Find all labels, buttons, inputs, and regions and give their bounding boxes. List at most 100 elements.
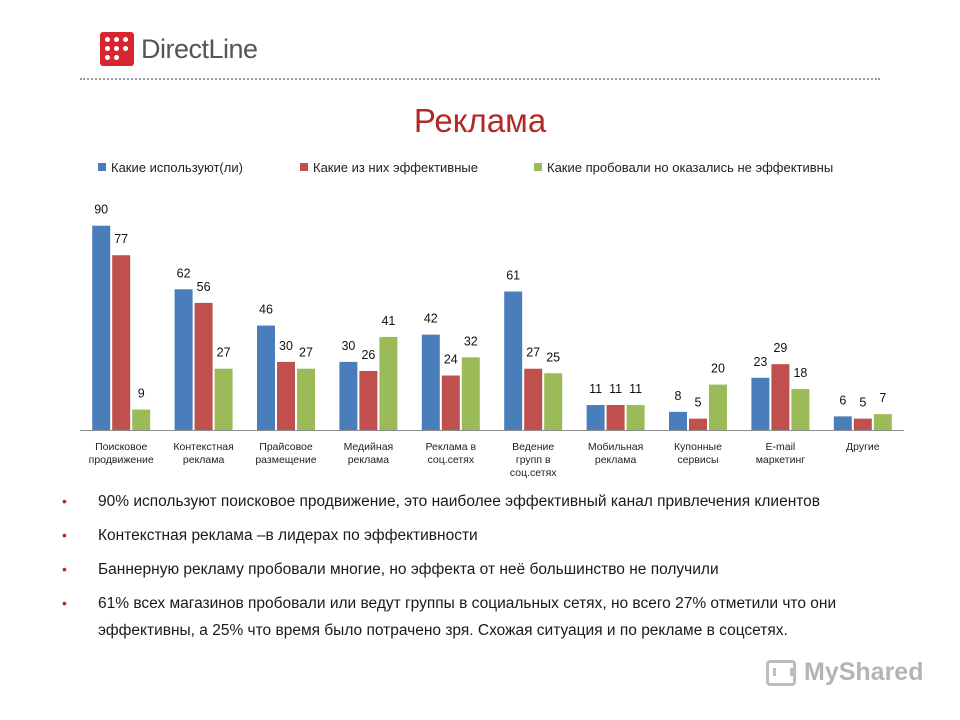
bar-2-series-2 [194, 302, 213, 430]
bar-6-series-3 [544, 373, 563, 430]
category-label-9: E-mail [766, 441, 796, 453]
bullet-item: • 90% используют поисковое продвижение, э… [62, 488, 922, 515]
bar-8-series-3 [709, 384, 727, 430]
bar-2-series-3 [214, 368, 233, 430]
value-label-3-series-2: 30 [279, 339, 293, 353]
value-label-9-series-1: 23 [753, 355, 767, 369]
value-label-8-series-2: 5 [695, 396, 702, 410]
category-label-9: маркетинг [756, 454, 806, 466]
value-label-5-series-3: 32 [464, 334, 478, 348]
bar-3-series-2 [277, 361, 295, 430]
value-label-10-series-2: 5 [859, 396, 866, 410]
category-label-4: реклама [348, 454, 390, 466]
category-label-6: Ведение [512, 441, 554, 453]
bar-7-series-1 [586, 405, 605, 430]
value-label-10-series-1: 6 [839, 393, 846, 407]
category-label-1: продвижение [89, 454, 154, 466]
category-label-8: Купонные [674, 441, 722, 453]
bar-7-series-3 [626, 405, 645, 430]
value-label-4-series-2: 26 [361, 348, 375, 362]
category-label-3: размещение [255, 454, 316, 466]
category-label-4: Медийная [344, 441, 394, 453]
bullet-dot-icon: • [62, 561, 67, 577]
bar-4-series-3 [379, 336, 398, 430]
bar-9-series-3 [791, 389, 810, 430]
bar-1-series-1 [92, 225, 111, 430]
bar-9-series-1 [751, 377, 770, 430]
bar-4-series-2 [359, 370, 378, 430]
bar-10-series-3 [873, 414, 892, 430]
logo-mark-icon [100, 32, 134, 66]
bar-3-series-3 [297, 368, 315, 430]
bar-1-series-3 [132, 409, 151, 430]
bullet-dot-icon: • [62, 493, 67, 509]
category-label-5: Реклама в [425, 441, 476, 453]
value-label-6-series-3: 25 [546, 350, 560, 364]
category-label-10: Другие [846, 441, 880, 453]
bar-5-series-1 [421, 334, 440, 430]
slide-title: Реклама [413, 102, 547, 139]
value-label-4-series-3: 41 [381, 314, 395, 328]
value-label-2-series-3: 27 [217, 346, 231, 360]
bar-8-series-1 [669, 411, 687, 430]
directline-logo: DirectLine [100, 32, 258, 66]
bullet-item: • Баннерную рекламу пробовали многие, но … [62, 556, 922, 583]
category-label-7: реклама [595, 454, 637, 466]
value-label-8-series-1: 8 [675, 389, 682, 403]
category-label-6: соц.сетях [510, 467, 557, 479]
bullet-text: 61% всех магазинов пробовали или ведут г… [98, 595, 837, 639]
header-divider [80, 78, 880, 80]
category-label-2: реклама [183, 454, 225, 466]
bar-1-series-2 [112, 255, 131, 430]
bar-4-series-1 [339, 361, 358, 430]
bullet-item: • 61% всех магазинов пробовали или ведут … [62, 590, 922, 644]
legend-label-3: Какие пробовали но оказались не эффектив… [547, 160, 833, 175]
bar-10-series-2 [853, 418, 872, 430]
value-label-9-series-3: 18 [793, 366, 807, 380]
bullet-text: Баннерную рекламу пробовали многие, но э… [98, 561, 719, 578]
value-label-8-series-3: 20 [711, 362, 725, 376]
bar-chart: Какие используют(ли) Какие из них эффекти… [80, 160, 904, 479]
bullet-text: 90% используют поисковое продвижение, эт… [98, 493, 821, 510]
bullet-list: • 90% используют поисковое продвижение, э… [62, 488, 922, 651]
legend-label-1: Какие используют(ли) [111, 160, 243, 175]
bar-8-series-2 [689, 418, 707, 430]
value-label-1-series-3: 9 [138, 387, 145, 401]
bar-2-series-1 [174, 289, 193, 430]
myshared-icon [766, 659, 796, 686]
category-label-6: групп в [516, 454, 551, 466]
value-label-6-series-1: 61 [506, 269, 520, 283]
bar-9-series-2 [771, 364, 790, 430]
value-label-1-series-1: 90 [94, 203, 108, 217]
category-label-3: Прайсовое [259, 441, 313, 453]
logo-text: DirectLine [141, 33, 258, 64]
bar-3-series-1 [257, 325, 275, 430]
bar-10-series-1 [833, 416, 852, 430]
bar-5-series-2 [441, 375, 460, 430]
value-label-9-series-2: 29 [773, 341, 787, 355]
legend-label-2: Какие из них эффективные [313, 160, 478, 175]
legend-swatch-3 [534, 163, 542, 171]
value-label-3-series-1: 46 [259, 303, 273, 317]
category-label-8: сервисы [677, 454, 718, 466]
category-label-2: Контекстная [173, 441, 233, 453]
bar-7-series-2 [606, 405, 625, 430]
bar-6-series-2 [524, 368, 543, 430]
legend-swatch-1 [98, 163, 106, 171]
value-label-3-series-3: 27 [299, 346, 313, 360]
value-label-7-series-1: 11 [589, 382, 602, 396]
category-label-1: Поисковое [95, 441, 147, 453]
value-label-2-series-2: 56 [197, 280, 211, 294]
bar-6-series-1 [504, 291, 523, 430]
value-label-1-series-2: 77 [114, 232, 128, 246]
value-label-5-series-1: 42 [424, 312, 438, 326]
value-label-7-series-3: 11 [629, 382, 642, 396]
value-label-10-series-3: 7 [879, 391, 886, 405]
value-label-4-series-1: 30 [341, 339, 355, 353]
value-label-2-series-1: 62 [177, 266, 191, 280]
value-label-7-series-2: 11 [609, 382, 622, 396]
legend-swatch-2 [300, 163, 308, 171]
watermark-text: MyShared [804, 658, 924, 686]
value-label-5-series-2: 24 [444, 353, 458, 367]
watermark: MyShared [766, 658, 923, 687]
